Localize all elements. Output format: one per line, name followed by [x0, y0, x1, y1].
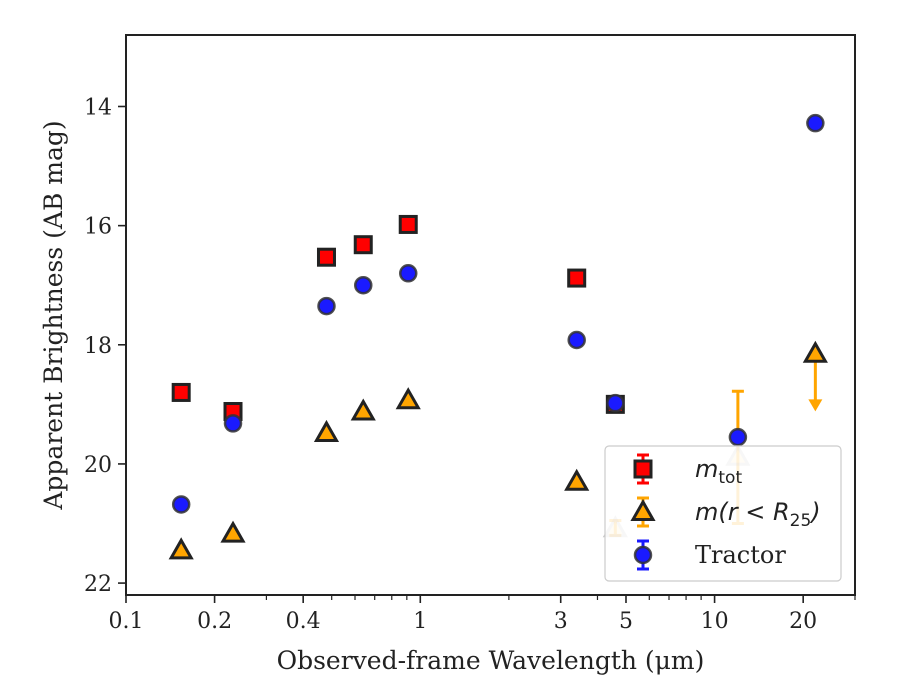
data-point: [313, 419, 340, 442]
data-point: [223, 414, 243, 433]
data-point: [317, 296, 336, 316]
x-tick-label: 3: [554, 609, 568, 634]
data-point: [567, 330, 586, 350]
data-point: [168, 537, 194, 560]
x-tick-label: 0.1: [109, 609, 144, 634]
y-tick-label: 20: [84, 453, 112, 478]
y-tick-label: 22: [84, 572, 112, 597]
data-point: [354, 275, 373, 295]
data-point: [802, 340, 828, 363]
x-axis-label: Observed-frame Wavelength (μm): [277, 646, 705, 675]
data-point: [728, 427, 748, 447]
x-tick-label: 5: [619, 609, 633, 634]
data-point: [606, 393, 625, 413]
y-tick-label: 14: [84, 95, 112, 120]
x-tick-label: 10: [701, 609, 729, 634]
data-point: [220, 520, 246, 543]
x-tick-label: 0.2: [197, 609, 232, 634]
data-point: [395, 387, 421, 410]
x-tick-label: 20: [789, 609, 817, 634]
series-0: [171, 214, 625, 422]
data-point: [350, 398, 376, 421]
axis-ticks: 0.1 0.2 0.4 1 3 5 10 20 14 16 18 20 22: [84, 95, 856, 634]
data-point: [316, 247, 336, 267]
data-point: [353, 235, 373, 255]
y-axis-label: Apparent Brightness (AB mag): [39, 120, 68, 510]
data-point: [171, 495, 191, 514]
data-point: [567, 268, 587, 288]
x-tick-label: 1: [413, 609, 427, 634]
legend-entry-label: mtot: [695, 455, 742, 488]
series-2: [171, 113, 825, 514]
data-point: [806, 113, 825, 133]
data-point: [398, 214, 418, 234]
legend-box: [604, 445, 842, 582]
legend-marker-square: [633, 459, 653, 479]
legend-marker-triangle: [630, 498, 656, 521]
legend-marker-circle: [633, 545, 653, 565]
plot-frame: [125, 34, 856, 596]
legend-entry-label: Tractor: [695, 541, 786, 569]
x-tick-label: 0.4: [286, 609, 321, 634]
y-tick-label: 18: [84, 334, 112, 359]
y-tick-label: 16: [84, 215, 112, 240]
legend-entry-label: m(r < R25): [695, 498, 821, 531]
data-point: [398, 264, 418, 283]
data-point: [564, 468, 590, 491]
upper-limit-arrowhead: [808, 399, 823, 412]
legend: mtot m(r < R25) Tractor: [604, 445, 842, 582]
data-point: [171, 382, 191, 402]
